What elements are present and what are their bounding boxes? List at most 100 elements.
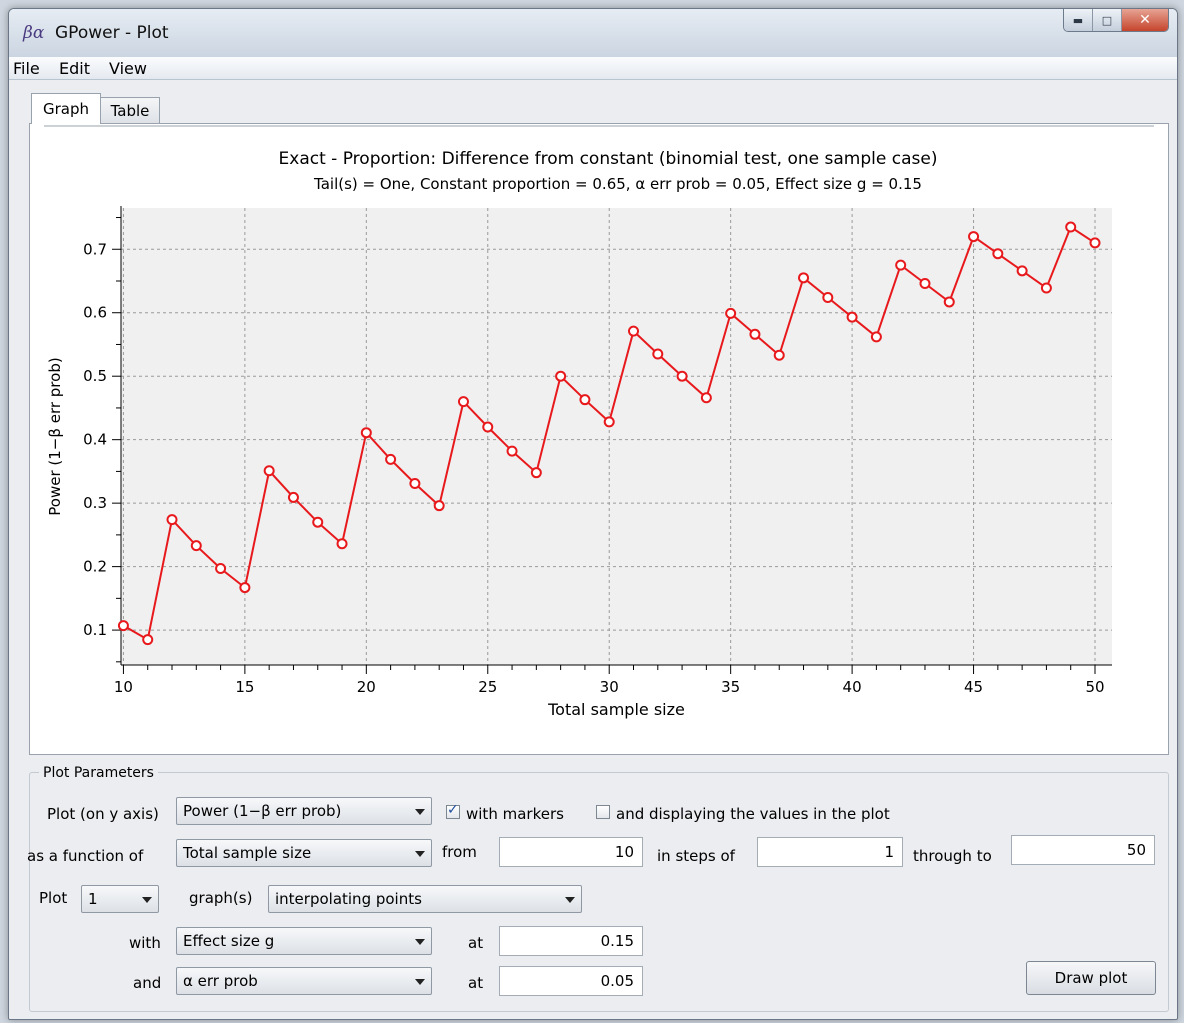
x-tick-label: 45 (964, 678, 983, 696)
function-of-select-value: Total sample size (183, 844, 312, 862)
y-axis-select-value: Power (1−β err prob) (183, 802, 342, 820)
x-tick-label: 50 (1085, 678, 1104, 696)
data-point-marker (652, 348, 664, 360)
display-values-checkbox[interactable] (596, 805, 610, 819)
with-markers-checkbox[interactable] (446, 802, 460, 819)
data-point-marker (919, 278, 931, 290)
graphs-mode-select[interactable]: interpolating points (268, 885, 582, 913)
chevron-down-icon (415, 939, 425, 945)
axes (112, 206, 1112, 674)
data-point-marker (798, 272, 810, 284)
data-point-marker (239, 582, 251, 594)
data-point-marker (142, 634, 154, 646)
x-tick-label: 25 (478, 678, 497, 696)
title-bar[interactable]: βα GPower - Plot ▬ □ ✕ (9, 9, 1177, 57)
y-tick-label: 0.2 (83, 558, 107, 576)
y-tick-label: 0.5 (83, 367, 107, 385)
through-input[interactable]: 50 (1011, 835, 1155, 865)
data-point-marker (749, 328, 761, 340)
with-select[interactable]: Effect size g (176, 927, 432, 955)
from-label: from (442, 843, 477, 861)
minimize-button[interactable]: ▬ (1064, 9, 1093, 31)
data-point-marker (409, 477, 421, 489)
gpower-app-icon: βα (23, 23, 45, 43)
data-point-marker (555, 370, 567, 382)
x-axis-label: Total sample size (547, 700, 685, 719)
data-point-marker (895, 259, 907, 271)
tick-labels: 10 15 20 25 30 35 40 45 50 0.1 0.2 0.3 0.4 0.5 0.6 0.7 (83, 240, 1104, 696)
function-of-label: as a function of (27, 847, 144, 865)
plot-area (121, 208, 1112, 665)
data-point-marker (336, 538, 348, 550)
function-of-select[interactable]: Total sample size (176, 839, 432, 867)
steps-input[interactable]: 1 (757, 837, 903, 867)
plot-label: Plot (39, 889, 68, 907)
data-point-marker (943, 296, 955, 308)
data-point-marker (603, 416, 615, 428)
tab-graph[interactable]: Graph (31, 93, 101, 124)
and-at-input[interactable]: 0.05 (499, 966, 643, 996)
chevron-down-icon (565, 897, 575, 903)
display-values-label: and displaying the values in the plot (616, 805, 890, 823)
y-tick-label: 0.1 (83, 621, 107, 639)
maximize-icon: □ (1101, 13, 1113, 27)
menu-view[interactable]: View (109, 59, 147, 78)
data-point-marker (822, 291, 834, 303)
y-axis-label-text: Plot (on y axis) (47, 805, 159, 823)
data-point-marker (482, 421, 494, 433)
data-point-marker (1040, 282, 1052, 294)
with-at-label: at (468, 934, 484, 952)
chart-subtitle: Tail(s) = One, Constant proportion = 0.6… (313, 175, 922, 193)
plot-parameters-group (29, 772, 1169, 1012)
with-label: with (129, 934, 161, 952)
y-tick-label: 0.7 (83, 240, 107, 258)
data-point-marker (628, 325, 640, 337)
data-point-marker (700, 392, 712, 404)
chart-title: Exact - Proportion: Difference from cons… (279, 149, 938, 169)
x-tick-label: 35 (721, 678, 740, 696)
data-point-marker (1016, 265, 1028, 277)
data-point-marker (506, 445, 518, 457)
through-label: through to (913, 847, 992, 865)
power-plot: Exact - Proportion: Difference from cons… (44, 125, 1154, 719)
data-point-marker (870, 331, 882, 343)
and-select-value: α err prob (183, 972, 258, 990)
draw-plot-button[interactable]: Draw plot (1026, 961, 1156, 995)
data-point-marker (530, 467, 542, 479)
minimize-icon: ▬ (1072, 13, 1084, 27)
maximize-button[interactable]: □ (1093, 9, 1122, 31)
with-at-input[interactable]: 0.15 (499, 926, 643, 956)
data-point-marker (676, 370, 688, 382)
data-point-marker (457, 396, 469, 408)
data-point-marker (190, 540, 202, 552)
from-input[interactable]: 10 (499, 837, 643, 867)
window-controls: ▬ □ ✕ (1063, 9, 1169, 32)
menu-file[interactable]: File (13, 59, 40, 78)
x-tick-label: 30 (600, 678, 619, 696)
data-point-marker (215, 563, 227, 575)
chevron-down-icon (415, 979, 425, 985)
data-point-marker (579, 394, 591, 406)
chevron-down-icon (415, 809, 425, 815)
and-at-label: at (468, 974, 484, 992)
window-title: GPower - Plot (55, 23, 169, 43)
x-tick-label: 40 (843, 678, 862, 696)
close-icon: ✕ (1139, 12, 1151, 28)
data-point-marker (1065, 221, 1077, 233)
plot-count-select[interactable]: 1 (81, 885, 159, 913)
tab-table[interactable]: Table (100, 97, 160, 124)
y-axis-select[interactable]: Power (1−β err prob) (176, 797, 432, 825)
menu-edit[interactable]: Edit (59, 59, 90, 78)
close-button[interactable]: ✕ (1122, 9, 1168, 31)
data-point-marker (992, 248, 1004, 260)
and-select[interactable]: α err prob (176, 967, 432, 995)
data-point-marker (1089, 237, 1101, 249)
data-point-marker (725, 307, 737, 319)
x-tick-label: 10 (114, 678, 133, 696)
data-point-marker (968, 231, 980, 243)
y-axis-label: Power (1−β err prob) (46, 357, 64, 515)
graphs-mode-value: interpolating points (275, 890, 422, 908)
graphs-label: graph(s) (189, 889, 253, 907)
with-markers-label: with markers (466, 805, 564, 823)
chevron-down-icon (142, 897, 152, 903)
